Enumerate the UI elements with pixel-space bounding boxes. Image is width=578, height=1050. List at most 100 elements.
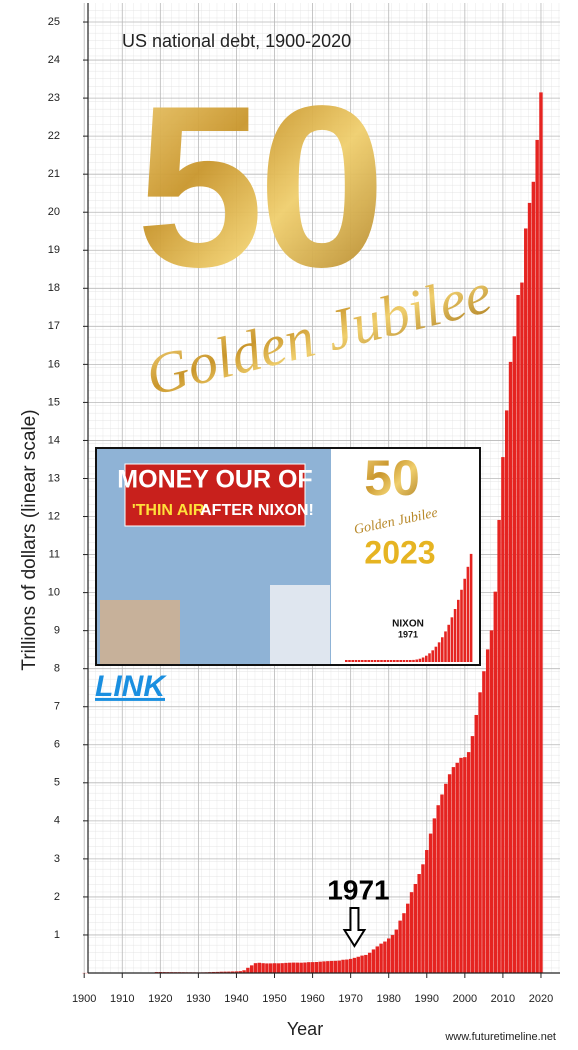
bar bbox=[334, 961, 337, 973]
bar bbox=[429, 834, 432, 973]
inset-decoration bbox=[431, 650, 434, 662]
inset-decoration bbox=[441, 637, 444, 662]
jubilee-number: 50 bbox=[136, 58, 380, 315]
bar bbox=[315, 962, 318, 973]
x-tick-label: 1910 bbox=[110, 993, 134, 1005]
y-tick-label: 17 bbox=[48, 320, 60, 332]
bar bbox=[265, 963, 268, 973]
x-tick-label: 1960 bbox=[300, 993, 324, 1005]
bar bbox=[299, 963, 302, 973]
bar bbox=[414, 884, 417, 973]
bar bbox=[395, 930, 398, 973]
bar bbox=[509, 362, 512, 973]
bar bbox=[402, 913, 405, 973]
inset-decoration bbox=[374, 660, 377, 662]
bar bbox=[463, 757, 466, 973]
bar bbox=[448, 774, 451, 973]
bar bbox=[440, 794, 443, 973]
bar bbox=[330, 961, 333, 973]
inset-decoration bbox=[348, 660, 351, 662]
x-tick-label: 1970 bbox=[338, 993, 362, 1005]
chart: US national debt, 1900-2020 Trillions of… bbox=[0, 0, 578, 1045]
bar bbox=[387, 938, 390, 973]
bar bbox=[444, 784, 447, 973]
x-tick-label: 2020 bbox=[529, 993, 553, 1005]
inset-figure bbox=[100, 600, 180, 664]
inset[interactable]: MONEY OUR OF 'THIN AIR' AFTER NIXON! 50 … bbox=[96, 448, 480, 665]
bar bbox=[368, 953, 371, 973]
x-tick-label: 1980 bbox=[376, 993, 400, 1005]
bar bbox=[436, 805, 439, 973]
bar bbox=[417, 874, 420, 973]
bar bbox=[421, 864, 424, 973]
bar bbox=[376, 946, 379, 973]
bar bbox=[535, 140, 538, 973]
bar bbox=[246, 968, 249, 973]
y-axis-label: Trillions of dollars (linear scale) bbox=[19, 409, 40, 670]
bar bbox=[307, 962, 310, 973]
bar bbox=[478, 692, 481, 973]
y-tick-label: 25 bbox=[48, 16, 60, 28]
bar bbox=[254, 963, 257, 973]
inset-decoration bbox=[393, 660, 396, 662]
x-tick-label: 2010 bbox=[491, 993, 515, 1005]
y-tick-label: 14 bbox=[48, 434, 60, 446]
bar bbox=[345, 960, 348, 973]
bar bbox=[341, 960, 344, 973]
inset-decoration bbox=[364, 660, 367, 662]
bar bbox=[383, 942, 386, 973]
inset-decoration bbox=[457, 600, 460, 662]
bar bbox=[322, 961, 325, 973]
inset-decoration bbox=[390, 660, 393, 662]
x-tick-label: 1990 bbox=[415, 993, 439, 1005]
inset-decoration bbox=[396, 660, 399, 662]
chart-title: US national debt, 1900-2020 bbox=[122, 31, 351, 51]
bar bbox=[433, 818, 436, 973]
y-tick-label: 1 bbox=[54, 929, 60, 941]
inset-headline: 'THIN AIR' bbox=[132, 502, 208, 519]
bar bbox=[528, 203, 531, 973]
inset-decoration bbox=[470, 554, 473, 662]
y-tick-label: 20 bbox=[48, 206, 60, 218]
inset-number: 50 bbox=[364, 450, 420, 506]
link[interactable]: LINK bbox=[95, 670, 167, 703]
bar bbox=[338, 961, 341, 973]
inset-decoration bbox=[377, 660, 380, 662]
bar bbox=[353, 958, 356, 973]
bar bbox=[360, 956, 363, 973]
bar bbox=[357, 957, 360, 973]
x-axis-label: Year bbox=[287, 1019, 323, 1039]
inset-decoration bbox=[415, 660, 418, 662]
bar bbox=[273, 963, 276, 973]
inset-decoration bbox=[444, 631, 447, 662]
y-tick-label: 10 bbox=[48, 587, 60, 599]
inset-decoration bbox=[387, 660, 390, 662]
bar bbox=[532, 182, 535, 973]
bar bbox=[456, 763, 459, 973]
inset-decoration bbox=[438, 642, 441, 662]
inset-year: 2023 bbox=[364, 534, 435, 570]
inset-decoration bbox=[380, 660, 383, 662]
y-tick-label: 3 bbox=[54, 853, 60, 865]
bar bbox=[410, 892, 413, 973]
bar bbox=[482, 671, 485, 973]
bar bbox=[494, 592, 497, 973]
bar bbox=[261, 963, 264, 973]
inset-decoration bbox=[425, 656, 428, 662]
y-tick-label: 7 bbox=[54, 701, 60, 713]
inset-decoration bbox=[463, 579, 466, 662]
bar bbox=[475, 715, 478, 973]
bar bbox=[505, 410, 508, 973]
inset-marker-year: 1971 bbox=[398, 629, 418, 639]
y-tick-label: 2 bbox=[54, 891, 60, 903]
inset-decoration bbox=[422, 657, 425, 662]
y-tick-label: 24 bbox=[48, 54, 60, 66]
bar bbox=[520, 283, 523, 973]
inset-decoration bbox=[409, 660, 412, 662]
bar bbox=[425, 850, 428, 973]
inset-decoration bbox=[371, 660, 374, 662]
source: www.futuretimeline.net bbox=[444, 1031, 556, 1043]
bar bbox=[524, 228, 527, 973]
bar bbox=[372, 949, 375, 973]
y-tick-label: 11 bbox=[49, 548, 60, 560]
